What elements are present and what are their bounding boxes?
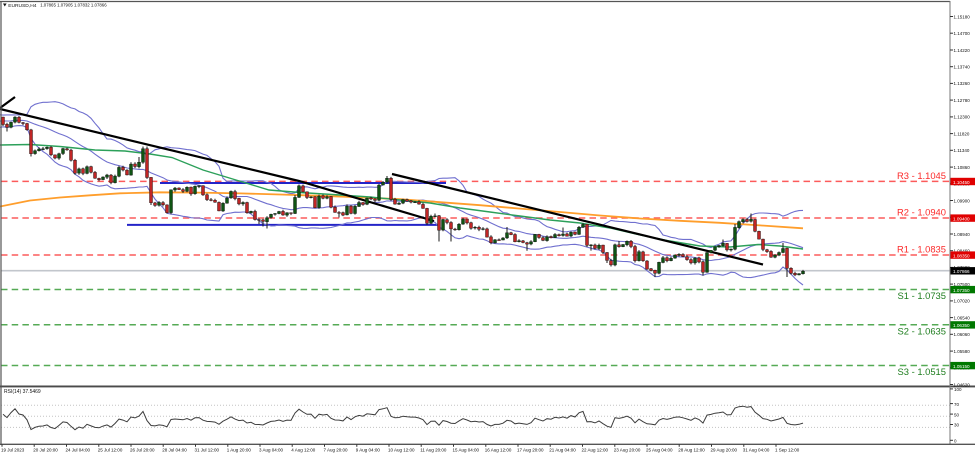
svg-text:29 Aug 20:00: 29 Aug 20:00 — [711, 448, 738, 453]
svg-text:1.11340: 1.11340 — [954, 148, 970, 153]
svg-text:EURUSD,H4: EURUSD,H4 — [8, 3, 37, 9]
svg-text:1.13260: 1.13260 — [954, 81, 971, 86]
svg-text:31 Jul 12:00: 31 Jul 12:00 — [195, 448, 220, 453]
svg-text:1.05150: 1.05150 — [953, 364, 970, 369]
svg-text:1.10450: 1.10450 — [953, 180, 970, 185]
svg-text:S1 - 1.0735: S1 - 1.0735 — [898, 290, 946, 301]
svg-text:1.07865 1.07905 1.07832 1.0786: 1.07865 1.07905 1.07832 1.07866 — [40, 3, 107, 8]
svg-text:1.05580: 1.05580 — [954, 349, 971, 354]
svg-text:1.08940: 1.08940 — [954, 232, 971, 237]
svg-text:1.07500: 1.07500 — [954, 282, 971, 287]
svg-text:19 Jul 2023: 19 Jul 2023 — [1, 448, 25, 453]
svg-text:25 Jul 12:00: 25 Jul 12:00 — [98, 448, 123, 453]
svg-text:S2 - 1.0635: S2 - 1.0635 — [898, 325, 946, 336]
svg-text:1.06350: 1.06350 — [953, 323, 970, 328]
svg-text:16 Aug 12:00: 16 Aug 12:00 — [485, 448, 512, 453]
svg-text:17 Aug 20:00: 17 Aug 20:00 — [517, 448, 544, 453]
svg-text:0: 0 — [954, 439, 957, 444]
svg-text:RSI(14) 37.5469: RSI(14) 37.5469 — [4, 389, 41, 395]
svg-text:100: 100 — [954, 387, 962, 392]
svg-text:9 Aug 04:00: 9 Aug 04:00 — [356, 448, 381, 453]
svg-text:1.04620: 1.04620 — [954, 382, 971, 387]
svg-text:22 Aug 12:00: 22 Aug 12:00 — [582, 448, 609, 453]
svg-text:10 Aug 12:00: 10 Aug 12:00 — [388, 448, 415, 453]
svg-text:1.07020: 1.07020 — [954, 299, 971, 304]
svg-text:1.12300: 1.12300 — [954, 115, 971, 120]
svg-text:25 Aug 04:00: 25 Aug 04:00 — [646, 448, 673, 453]
svg-text:1.14220: 1.14220 — [954, 48, 971, 53]
svg-text:7 Aug 20:00: 7 Aug 20:00 — [324, 448, 349, 453]
svg-text:1.12780: 1.12780 — [954, 98, 971, 103]
svg-text:R3 - 1.1045: R3 - 1.1045 — [897, 170, 946, 181]
svg-text:1.09900: 1.09900 — [954, 198, 971, 203]
svg-text:70: 70 — [954, 402, 960, 407]
svg-text:28 Aug 12:00: 28 Aug 12:00 — [678, 448, 705, 453]
svg-text:1.08350: 1.08350 — [953, 253, 970, 258]
svg-text:11 Aug 20:00: 11 Aug 20:00 — [420, 448, 447, 453]
svg-text:21 Aug 04:00: 21 Aug 04:00 — [549, 448, 576, 453]
svg-text:1 Sep 12:00: 1 Sep 12:00 — [775, 448, 800, 453]
svg-text:1.07350: 1.07350 — [953, 288, 970, 293]
svg-text:R1 - 1.0835: R1 - 1.0835 — [897, 244, 946, 255]
svg-text:1.08460: 1.08460 — [954, 249, 971, 254]
svg-text:1.14700: 1.14700 — [954, 31, 971, 36]
svg-text:1.06060: 1.06060 — [954, 332, 971, 337]
svg-text:1.10860: 1.10860 — [954, 165, 971, 170]
svg-text:26 Jul 20:00: 26 Jul 20:00 — [130, 448, 155, 453]
svg-text:31 Aug 04:00: 31 Aug 04:00 — [743, 448, 770, 453]
svg-text:23 Aug 20:00: 23 Aug 20:00 — [614, 448, 641, 453]
svg-text:24 Jul 04:00: 24 Jul 04:00 — [66, 448, 91, 453]
svg-text:1.11820: 1.11820 — [954, 131, 970, 136]
svg-text:15 Aug 04:00: 15 Aug 04:00 — [453, 448, 480, 453]
svg-text:1 Aug 20:00: 1 Aug 20:00 — [227, 448, 252, 453]
svg-text:28 Jul 04:00: 28 Jul 04:00 — [162, 448, 187, 453]
svg-text:1.06540: 1.06540 — [954, 315, 971, 320]
svg-text:20 Jul 20:00: 20 Jul 20:00 — [33, 448, 58, 453]
svg-text:S3 - 1.0515: S3 - 1.0515 — [898, 366, 946, 377]
svg-text:1.09400: 1.09400 — [953, 216, 970, 221]
svg-text:R2 - 1.0940: R2 - 1.0940 — [897, 207, 946, 218]
svg-text:1.13740: 1.13740 — [954, 65, 971, 70]
svg-text:3 Aug 04:00: 3 Aug 04:00 — [259, 448, 284, 453]
svg-text:1.15180: 1.15180 — [954, 14, 971, 19]
svg-text:50: 50 — [954, 412, 960, 417]
svg-text:1.07866: 1.07866 — [953, 269, 970, 274]
svg-text:30: 30 — [954, 423, 960, 428]
svg-text:4 Aug 12:00: 4 Aug 12:00 — [291, 448, 316, 453]
